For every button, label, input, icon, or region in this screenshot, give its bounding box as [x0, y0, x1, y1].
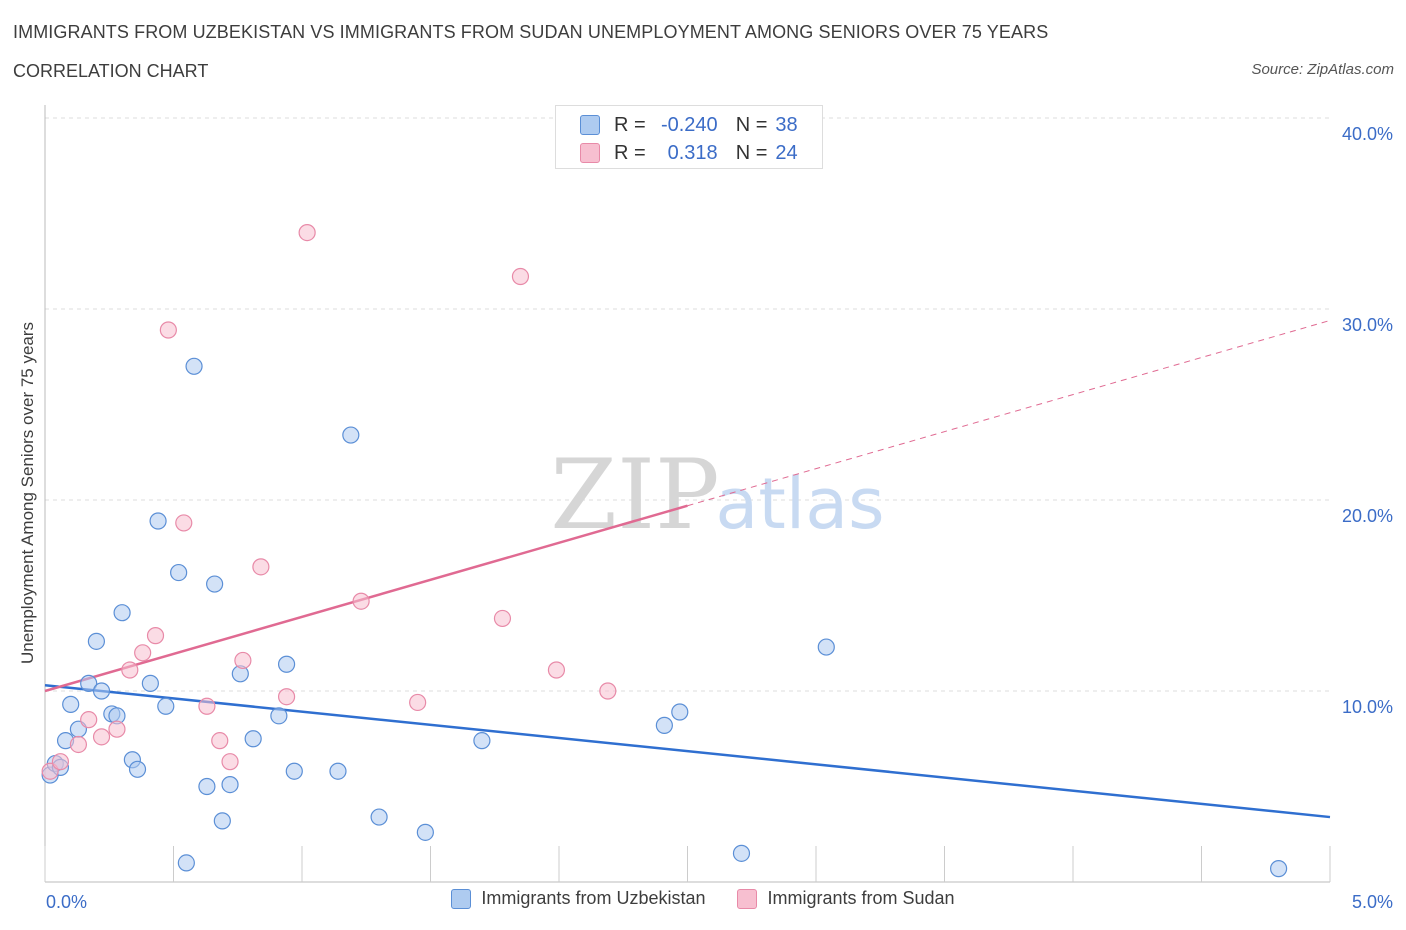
data-points — [41, 224, 1288, 878]
sudan-point — [146, 627, 165, 645]
y-tick-label: 40.0% — [1342, 124, 1393, 144]
uzbekistan-point — [671, 703, 689, 721]
r-label: R = — [614, 141, 646, 164]
sudan-point — [352, 592, 370, 610]
watermark-atlas: atlas — [715, 463, 884, 545]
r-value-uzbekistan: -0.240 — [660, 113, 718, 136]
r-value-sudan: 0.318 — [667, 141, 718, 164]
uzbekistan-point — [141, 674, 159, 692]
tick-labels: 10.0% 20.0% 30.0% 40.0% 0.0% 5.0% — [46, 124, 1393, 912]
sudan-point — [175, 514, 193, 532]
uzbekistan-point — [270, 707, 288, 725]
zipatlas-watermark: ZIP atlas — [550, 439, 884, 551]
y-axis-label: Unemployment Among Seniors over 75 years — [18, 322, 37, 664]
x-tick-label: 5.0% — [1352, 892, 1393, 912]
uzbekistan-swatch — [580, 115, 600, 135]
uzbekistan-point — [277, 655, 296, 673]
legend-item-sudan: Immigrants from Sudan — [737, 888, 955, 909]
x-tick-label: 0.0% — [46, 892, 87, 912]
uzbekistan-point — [817, 638, 835, 656]
uzbekistan-point — [80, 674, 98, 692]
uzbekistan-point — [149, 512, 167, 530]
sudan-legend-swatch — [737, 888, 758, 909]
uzbekistan-point — [329, 762, 347, 780]
y-tick-label: 20.0% — [1342, 506, 1393, 526]
sudan-point — [108, 720, 126, 738]
sudan-point — [547, 661, 566, 679]
uzbekistan-point — [285, 762, 303, 780]
uzbekistan-point — [157, 697, 175, 715]
sudan-swatch — [580, 143, 600, 163]
n-value-uzbekistan: 38 — [775, 113, 798, 136]
legend-item-uzbekistan: Immigrants from Uzbekistan — [451, 888, 705, 909]
uzbekistan-point — [113, 604, 131, 622]
uzbekistan-point — [213, 812, 231, 830]
r-label: R = — [614, 113, 646, 136]
sudan-point — [134, 644, 152, 662]
uzbekistan-point — [198, 777, 216, 796]
sudan-point — [80, 711, 98, 729]
sudan-point — [51, 753, 70, 771]
sudan-point — [211, 732, 229, 750]
axes — [44, 105, 1331, 883]
uzbekistan-point — [221, 775, 239, 794]
series-legend: Immigrants from Uzbekistan Immigrants fr… — [0, 888, 1406, 909]
sudan-trend-extension — [687, 319, 1331, 507]
sudan-point — [252, 558, 270, 576]
uzbekistan-point — [177, 854, 195, 872]
uzbekistan-point — [185, 357, 203, 375]
sudan-point — [159, 321, 177, 339]
sudan-point — [198, 697, 216, 715]
sudan-point — [221, 753, 239, 771]
sudan-point — [493, 609, 512, 628]
uzbekistan-legend-swatch — [451, 888, 472, 909]
sudan-point — [69, 735, 88, 754]
stats-row-sudan: R = 0.318 N = 24 — [580, 141, 798, 165]
sudan-point — [277, 688, 296, 706]
uzbekistan-point — [244, 730, 262, 748]
uzbekistan-point — [732, 844, 751, 862]
n-label: N = — [735, 141, 768, 164]
n-value-sudan: 24 — [775, 141, 798, 164]
legend-label-sudan: Immigrants from Sudan — [767, 888, 955, 908]
uzbekistan-point — [206, 575, 224, 593]
uzbekistan-point — [128, 760, 147, 778]
y-tick-label: 10.0% — [1342, 697, 1393, 717]
uzbekistan-point — [473, 732, 491, 750]
stats-row-uzbekistan: R = -0.240 N = 38 — [580, 113, 798, 137]
trend-lines — [44, 319, 1331, 819]
sudan-point — [234, 651, 252, 670]
n-label: N = — [735, 113, 768, 136]
sudan-point — [92, 728, 111, 746]
uzbekistan-trend-line — [44, 684, 1331, 819]
grid-lines — [45, 117, 1330, 692]
sudan-point — [511, 267, 530, 286]
chart-title: IMMIGRANTS FROM UZBEKISTAN VS IMMIGRANTS… — [13, 22, 1049, 42]
sudan-point — [599, 682, 617, 700]
y-tick-label: 30.0% — [1342, 315, 1393, 335]
uzbekistan-point — [370, 808, 388, 826]
uzbekistan-point — [62, 695, 80, 713]
uzbekistan-point — [342, 426, 360, 444]
source-label: Source: ZipAtlas.com — [1251, 61, 1394, 78]
uzbekistan-point — [170, 563, 188, 582]
uzbekistan-point — [87, 632, 106, 650]
stats-legend: R = -0.240 N = 38 R = 0.318 N = 24 — [555, 105, 823, 169]
sudan-point — [298, 224, 316, 242]
sudan-point — [121, 661, 139, 679]
chart-subtitle: CORRELATION CHART — [13, 61, 209, 81]
uzbekistan-point — [655, 716, 673, 734]
uzbekistan-point — [92, 682, 111, 700]
sudan-point — [409, 693, 427, 712]
watermark-zip: ZIP — [550, 439, 719, 551]
uzbekistan-point — [416, 823, 434, 841]
uzbekistan-point — [1269, 860, 1288, 878]
legend-label-uzbekistan: Immigrants from Uzbekistan — [481, 888, 706, 908]
